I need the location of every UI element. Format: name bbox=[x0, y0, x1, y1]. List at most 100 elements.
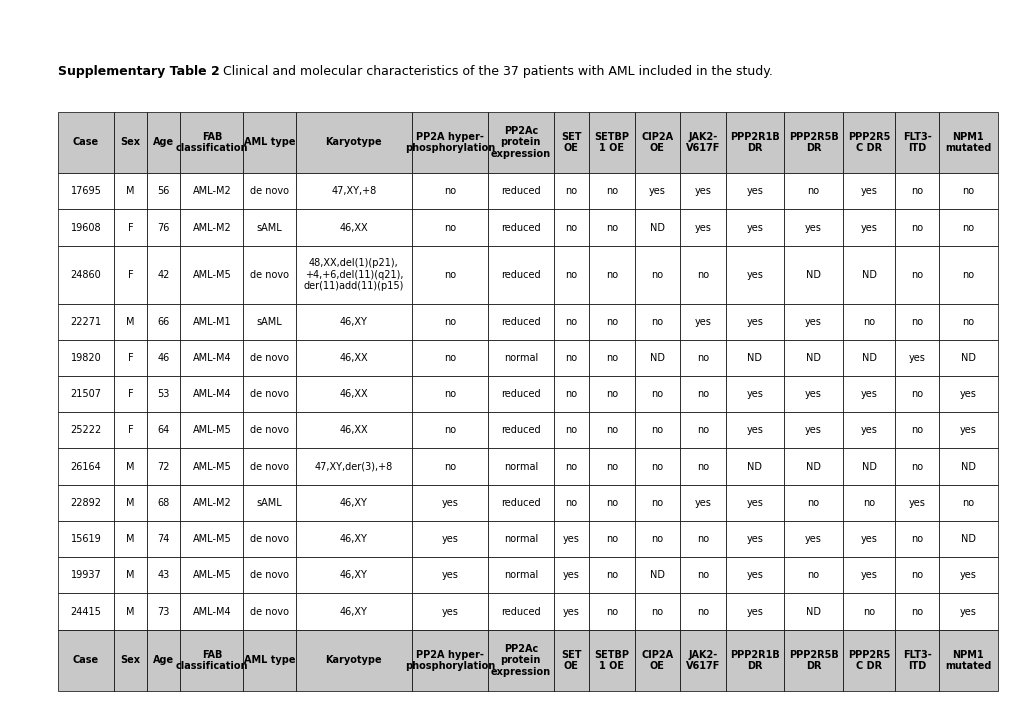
Text: NPM1
mutated: NPM1 mutated bbox=[945, 650, 990, 671]
Bar bbox=[784, 210, 842, 246]
Text: yes: yes bbox=[746, 534, 762, 544]
Text: sAML: sAML bbox=[257, 317, 282, 327]
Text: ND: ND bbox=[649, 222, 664, 233]
Text: de novo: de novo bbox=[250, 534, 288, 544]
Text: yes: yes bbox=[441, 606, 458, 616]
Text: yes: yes bbox=[746, 426, 762, 436]
Text: no: no bbox=[605, 426, 618, 436]
Text: M: M bbox=[126, 498, 135, 508]
Bar bbox=[937, 485, 997, 521]
Text: JAK2-
V617F: JAK2- V617F bbox=[685, 132, 719, 153]
Bar bbox=[147, 629, 180, 691]
Bar bbox=[842, 174, 895, 210]
Bar bbox=[588, 112, 634, 174]
Text: 25222: 25222 bbox=[70, 426, 102, 436]
Text: yes: yes bbox=[860, 426, 876, 436]
Bar bbox=[680, 557, 725, 593]
Text: ND: ND bbox=[805, 353, 820, 363]
Bar bbox=[58, 174, 114, 210]
Text: PPP2R5
C DR: PPP2R5 C DR bbox=[847, 132, 890, 153]
Bar bbox=[147, 112, 180, 174]
Bar bbox=[725, 485, 784, 521]
Text: no: no bbox=[650, 498, 662, 508]
Bar bbox=[588, 593, 634, 629]
Text: Karyotype: Karyotype bbox=[325, 655, 382, 665]
Bar bbox=[58, 210, 114, 246]
Text: 73: 73 bbox=[158, 606, 170, 616]
Text: no: no bbox=[961, 317, 973, 327]
Bar bbox=[588, 557, 634, 593]
Bar bbox=[243, 246, 296, 304]
Text: no: no bbox=[443, 222, 455, 233]
Bar bbox=[58, 521, 114, 557]
Text: FLT3-
ITD: FLT3- ITD bbox=[902, 132, 930, 153]
Text: FAB
classification: FAB classification bbox=[175, 132, 248, 153]
Text: no: no bbox=[807, 186, 819, 197]
Bar bbox=[58, 304, 114, 340]
Text: no: no bbox=[605, 570, 618, 580]
Text: no: no bbox=[910, 606, 922, 616]
Text: no: no bbox=[910, 462, 922, 472]
Text: yes: yes bbox=[804, 222, 821, 233]
Text: yes: yes bbox=[746, 222, 762, 233]
Bar bbox=[784, 521, 842, 557]
Text: no: no bbox=[565, 389, 577, 399]
Text: no: no bbox=[650, 534, 662, 544]
Bar bbox=[58, 246, 114, 304]
Bar bbox=[634, 629, 680, 691]
Text: yes: yes bbox=[694, 186, 710, 197]
Bar bbox=[784, 304, 842, 340]
Bar bbox=[180, 304, 243, 340]
Bar bbox=[680, 304, 725, 340]
Bar bbox=[296, 557, 412, 593]
Bar bbox=[412, 629, 487, 691]
Text: JAK2-
V617F: JAK2- V617F bbox=[685, 650, 719, 671]
Text: no: no bbox=[605, 186, 618, 197]
Text: de novo: de novo bbox=[250, 389, 288, 399]
Text: AML-M2: AML-M2 bbox=[193, 186, 231, 197]
Bar bbox=[784, 340, 842, 376]
Text: 64: 64 bbox=[158, 426, 170, 436]
Text: SETBP
1 OE: SETBP 1 OE bbox=[594, 650, 629, 671]
Text: no: no bbox=[961, 498, 973, 508]
Bar bbox=[58, 629, 114, 691]
Bar bbox=[784, 376, 842, 413]
Text: ND: ND bbox=[805, 606, 820, 616]
Text: ND: ND bbox=[747, 462, 761, 472]
Text: ND: ND bbox=[960, 462, 975, 472]
Text: no: no bbox=[961, 222, 973, 233]
Bar bbox=[634, 340, 680, 376]
Bar bbox=[680, 521, 725, 557]
Bar bbox=[937, 210, 997, 246]
Text: yes: yes bbox=[860, 186, 876, 197]
Bar bbox=[147, 340, 180, 376]
Text: F: F bbox=[127, 353, 133, 363]
Bar bbox=[680, 376, 725, 413]
Text: yes: yes bbox=[746, 269, 762, 279]
Text: no: no bbox=[443, 269, 455, 279]
Bar bbox=[784, 413, 842, 449]
Bar bbox=[243, 557, 296, 593]
Text: reduced: reduced bbox=[500, 317, 540, 327]
Bar bbox=[553, 521, 588, 557]
Bar bbox=[588, 413, 634, 449]
Bar bbox=[243, 340, 296, 376]
Bar bbox=[634, 210, 680, 246]
Text: ND: ND bbox=[960, 534, 975, 544]
Text: no: no bbox=[650, 462, 662, 472]
Text: no: no bbox=[862, 317, 874, 327]
Bar bbox=[412, 376, 487, 413]
Text: yes: yes bbox=[746, 389, 762, 399]
Bar bbox=[296, 521, 412, 557]
Bar bbox=[243, 174, 296, 210]
Text: yes: yes bbox=[562, 534, 579, 544]
Bar bbox=[296, 413, 412, 449]
Bar bbox=[58, 340, 114, 376]
Text: NPM1
mutated: NPM1 mutated bbox=[945, 132, 990, 153]
Text: 21507: 21507 bbox=[70, 389, 101, 399]
Text: 47,XY,+8: 47,XY,+8 bbox=[331, 186, 376, 197]
Bar bbox=[725, 629, 784, 691]
Text: yes: yes bbox=[746, 317, 762, 327]
Bar bbox=[243, 413, 296, 449]
Bar bbox=[412, 521, 487, 557]
